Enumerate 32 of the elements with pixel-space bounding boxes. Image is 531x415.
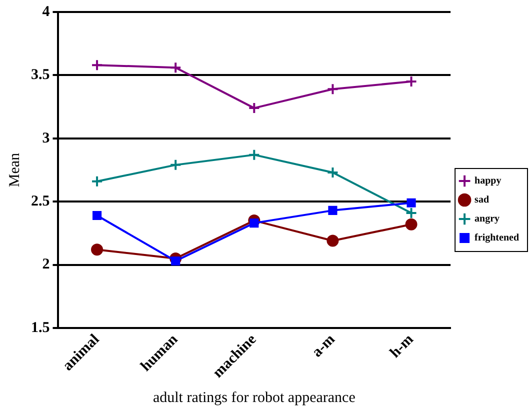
point (328, 206, 338, 215)
point (171, 256, 180, 266)
y-tick-label: 1.5 (31, 320, 50, 336)
point (248, 148, 260, 161)
point (250, 218, 259, 228)
y-tick-label: 4 (42, 4, 50, 20)
y-tick-label: 3 (42, 130, 50, 146)
y-axis-title: Mean (6, 152, 23, 188)
point (91, 244, 104, 256)
legend-label: angry (474, 214, 500, 225)
y-tick-label: 2 (42, 256, 50, 273)
point (326, 234, 339, 247)
point (406, 198, 416, 208)
x-tick-label: a-m (309, 331, 339, 361)
y-tick-label: 3.5 (31, 67, 50, 84)
legend-label: happy (474, 176, 502, 187)
point (405, 206, 418, 219)
legend-label: sad (474, 194, 490, 206)
legend-label: frightened (474, 232, 520, 244)
point (92, 210, 102, 220)
x-axis-title: adult ratings for robot appearance (152, 390, 356, 406)
point (405, 218, 418, 230)
point (170, 158, 182, 171)
point (405, 76, 418, 88)
point (326, 166, 339, 179)
point (91, 59, 104, 72)
point (248, 102, 260, 114)
x-tick-label: h-m (387, 331, 418, 362)
point (326, 83, 339, 96)
point (170, 62, 182, 74)
point (91, 175, 104, 188)
y-tick-label: 2.5 (31, 193, 50, 210)
